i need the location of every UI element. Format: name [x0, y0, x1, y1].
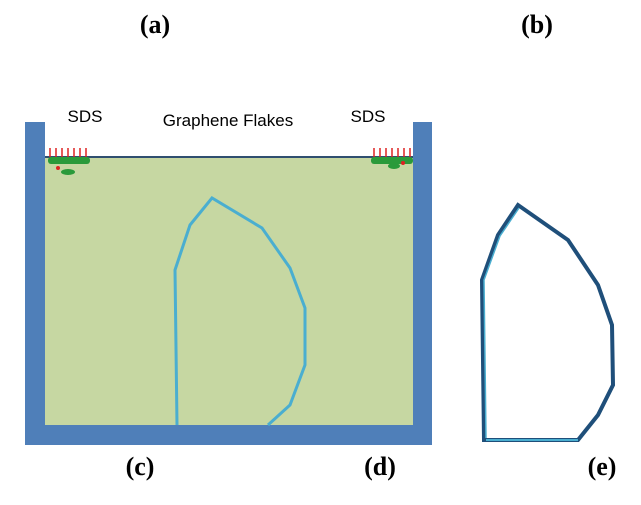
- panel-label: (b): [521, 10, 553, 39]
- droplet-shape: [482, 205, 613, 440]
- panel-label: (a): [140, 10, 170, 39]
- flakes-label: Graphene Flakes: [163, 111, 293, 130]
- flake-bit: [61, 169, 75, 175]
- panel-label: (e): [588, 452, 617, 481]
- sds-left-marks: [50, 148, 86, 157]
- sds-label: SDS: [351, 107, 386, 126]
- sds-left-heads: [48, 157, 90, 164]
- flake-bit: [401, 161, 405, 165]
- sds-right-marks: [374, 148, 410, 157]
- flake-bit: [388, 163, 400, 169]
- panel-label: (c): [126, 452, 155, 481]
- diagram: (a) (b) SDS Graphene Flakes SDS (c) (d) …: [0, 0, 641, 505]
- right-wall: [413, 122, 432, 445]
- flake-bit: [56, 166, 60, 170]
- sds-label: SDS: [68, 107, 103, 126]
- sds-right-heads: [371, 157, 413, 164]
- left-wall: [25, 122, 45, 445]
- solution: [45, 157, 413, 425]
- bottom-wall: [25, 425, 432, 445]
- panel-label: (d): [364, 452, 396, 481]
